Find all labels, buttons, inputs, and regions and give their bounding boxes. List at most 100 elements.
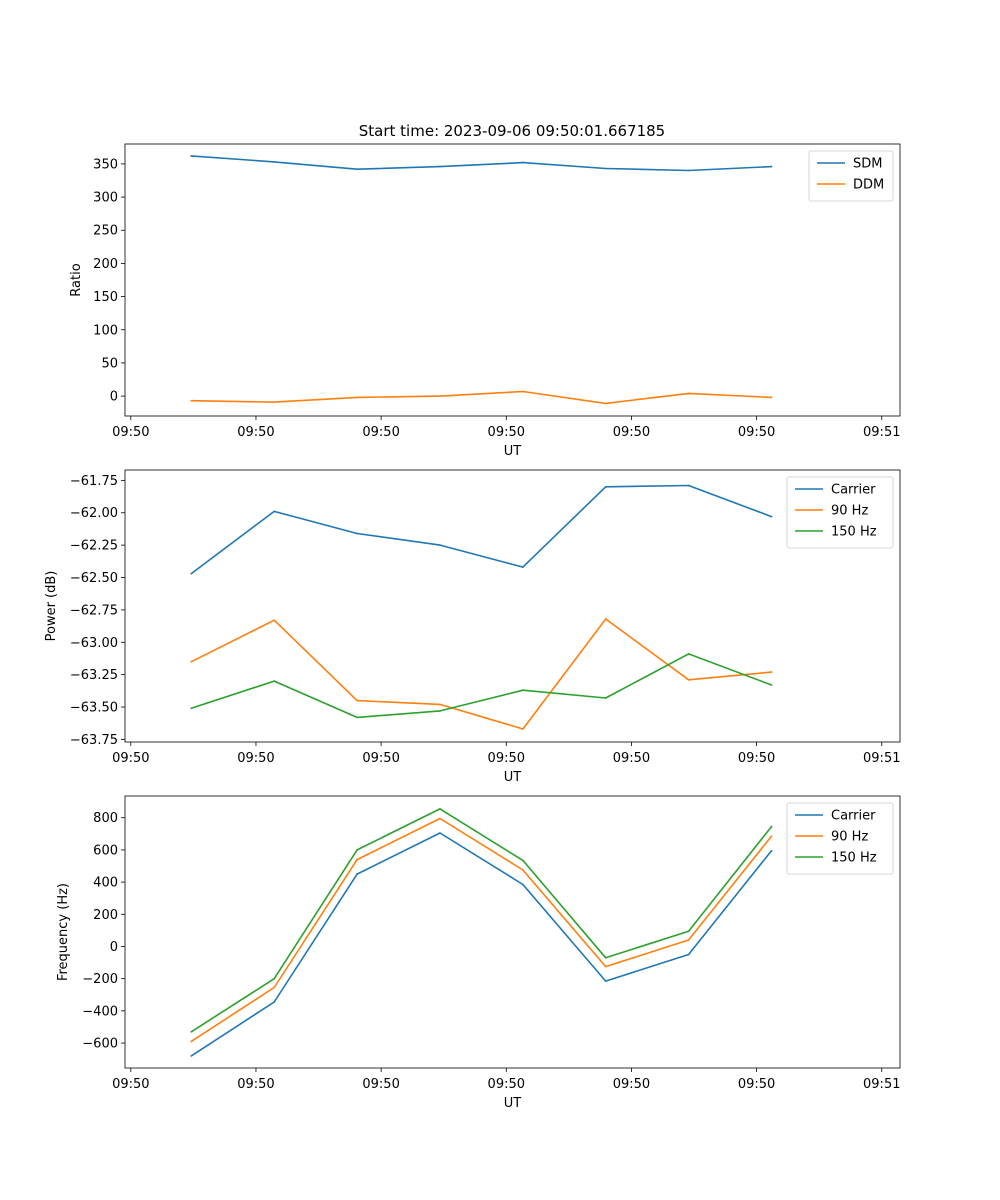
series-line-150-hz <box>191 653 772 719</box>
frequency-panel: −600 −400 −200 0 200 400 600 800 09:50 09:50 09:50… <box>56 795 901 1111</box>
data-point <box>439 807 441 810</box>
y-tick-label: 200 <box>93 908 118 923</box>
y-tick-label: 0 <box>110 390 118 405</box>
legend-label: Carrier <box>831 809 876 824</box>
data-point <box>356 168 358 171</box>
x-tick-label: 09:51 <box>863 1077 900 1092</box>
data-point <box>356 699 358 702</box>
x-tick-label: 09:50 <box>112 425 149 440</box>
data-point <box>770 849 773 852</box>
x-tick-label: 09:50 <box>237 751 274 766</box>
x-tick-label: 09:50 <box>237 425 274 440</box>
y-axis-label: Ratio <box>69 263 84 296</box>
data-point <box>356 858 358 861</box>
data-point <box>687 392 690 395</box>
data-point <box>687 678 690 681</box>
data-point <box>770 165 773 168</box>
series-line-90-hz <box>190 817 773 1043</box>
x-tick-label: 09:50 <box>488 425 525 440</box>
x-tick-label: 09:50 <box>112 1077 149 1092</box>
data-point <box>687 939 690 941</box>
data-point <box>439 395 441 397</box>
legend-label: DDM <box>853 178 884 193</box>
plot-frame <box>124 143 901 417</box>
legend-label: SDM <box>853 157 882 172</box>
y-tick-label: −61.75 <box>70 474 118 489</box>
x-tick-label: 09:50 <box>613 1077 650 1092</box>
y-tick-label: −63.75 <box>70 733 118 748</box>
data-point <box>604 697 607 699</box>
y-tick-label: 300 <box>93 191 118 206</box>
y-tick-label: 100 <box>93 323 118 338</box>
x-tick-label: 09:50 <box>738 425 775 440</box>
data-point <box>521 689 524 692</box>
data-point <box>770 825 773 828</box>
legend-label: 90 Hz <box>831 504 868 519</box>
data-point <box>273 401 276 403</box>
data-point <box>687 169 690 172</box>
data-point <box>521 161 524 164</box>
data-point <box>190 572 193 575</box>
power-panel: −63.75 −63.50 −63.25 −63.00 −62.75 −62.50 −62.… <box>44 469 900 785</box>
data-point <box>770 671 773 673</box>
y-axis-label: Power (dB) <box>44 571 59 642</box>
data-point <box>190 1030 193 1033</box>
x-tick-label: 09:51 <box>863 751 900 766</box>
legend-label: 150 Hz <box>831 525 877 540</box>
data-point <box>770 684 773 686</box>
figure-title: Start time: 2023-09-06 09:50:01.667185 <box>359 122 665 140</box>
data-point <box>521 883 524 886</box>
x-tick-label: 09:50 <box>613 751 650 766</box>
data-point <box>439 165 441 168</box>
ratio-panel: 0 50 100 150 200 250 300 350 09:50 09:50 09:50 09:5… <box>69 143 901 459</box>
data-point <box>521 869 524 871</box>
data-point <box>604 485 607 488</box>
y-tick-label: 600 <box>93 843 118 858</box>
series-line-ddm <box>191 390 772 405</box>
x-tick-label: 09:50 <box>362 1077 399 1092</box>
legend: SDM DDM <box>808 150 894 202</box>
data-point <box>356 849 358 851</box>
data-point <box>770 835 773 838</box>
data-point <box>521 566 524 569</box>
x-tick-label: 09:50 <box>237 1077 274 1092</box>
data-point <box>687 484 690 487</box>
y-tick-label: 200 <box>93 257 118 272</box>
x-axis-label: UT <box>504 444 522 459</box>
data-point <box>770 515 773 518</box>
legend: Carrier 90 Hz 150 Hz <box>786 802 894 875</box>
data-point <box>273 619 276 622</box>
data-point <box>273 1001 276 1003</box>
y-tick-label: 350 <box>93 157 118 172</box>
x-tick-label: 09:50 <box>738 1077 775 1092</box>
data-point <box>190 1040 193 1043</box>
series-line-carrier <box>190 484 772 575</box>
data-point <box>439 832 441 834</box>
y-tick-label: −600 <box>82 1037 118 1052</box>
data-point <box>190 660 193 663</box>
data-point <box>439 703 441 706</box>
data-point <box>273 680 276 683</box>
y-axis-label: Frequency (Hz) <box>56 883 71 981</box>
data-point <box>190 1055 193 1057</box>
data-point <box>356 873 358 875</box>
legend: Carrier 90 Hz 150 Hz <box>786 476 894 549</box>
data-point <box>439 544 441 547</box>
data-point <box>439 817 441 820</box>
data-point <box>521 390 524 393</box>
data-point <box>356 716 358 719</box>
series-line-150-hz <box>190 808 773 1033</box>
data-point <box>521 859 524 862</box>
data-point <box>273 161 276 163</box>
y-tick-label: 400 <box>93 876 118 891</box>
series-line-sdm <box>191 155 772 172</box>
data-point <box>190 155 193 157</box>
data-point <box>190 399 193 402</box>
x-axis-label: UT <box>504 1096 522 1111</box>
y-tick-label: 150 <box>93 290 118 305</box>
y-tick-label: −62.00 <box>70 506 118 521</box>
plot-frame <box>124 795 901 1069</box>
x-axis-label: UT <box>504 770 522 785</box>
data-point <box>604 167 607 170</box>
y-tick-label: 800 <box>93 811 118 826</box>
